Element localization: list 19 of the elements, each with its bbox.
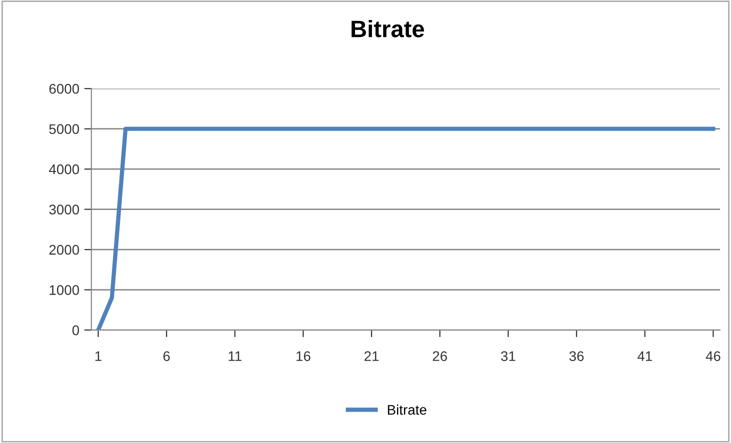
x-tick-label: 36 — [569, 351, 584, 362]
x-tick-label: 6 — [163, 351, 170, 362]
x-tick-label: 41 — [637, 351, 652, 361]
legend-label: Bitrate — [388, 404, 426, 415]
x-tick-label: 16 — [296, 351, 310, 362]
y-tick-label: 1000 — [50, 285, 80, 295]
y-tick-label: 5000 — [49, 124, 80, 134]
x-tick-label: 1 — [95, 351, 102, 361]
y-tick-label: 2000 — [49, 244, 80, 255]
y-tick-label: 3000 — [49, 204, 80, 214]
chart-title: Bitrate — [352, 20, 424, 38]
y-tick-label: 4000 — [48, 164, 80, 174]
x-tick-label: 26 — [432, 351, 447, 362]
y-tick-label: 6000 — [49, 84, 80, 94]
x-tick-label: 31 — [501, 351, 516, 362]
x-tick-label: 11 — [228, 351, 242, 361]
y-tick-label: 0 — [72, 325, 80, 336]
x-tick-label: 21 — [364, 351, 379, 361]
x-tick-label: 46 — [706, 351, 720, 362]
